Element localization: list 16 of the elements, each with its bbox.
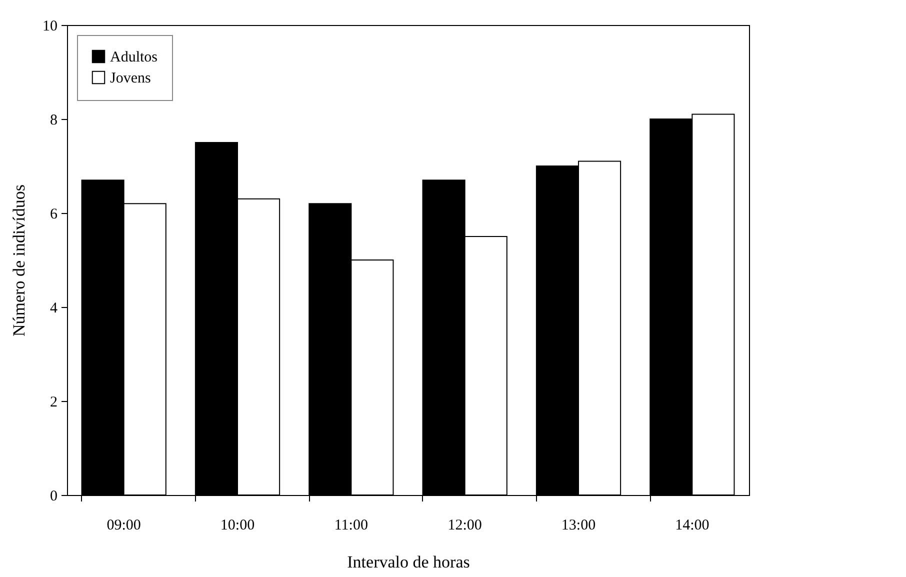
y-tick-label: 0: [50, 488, 58, 504]
x-tick-label: 12:00: [448, 518, 482, 534]
x-tick-label: 13:00: [561, 518, 596, 534]
legend-label: Jovens: [110, 70, 151, 86]
x-tick-label: 09:00: [106, 518, 141, 534]
y-tick-label: 4: [50, 300, 58, 316]
legend-label: Adultos: [110, 50, 158, 66]
x-tick-label: 11:00: [334, 518, 368, 534]
y-tick-label: 2: [50, 394, 58, 410]
y-tick-label: 6: [50, 206, 58, 222]
y-tick-label: 10: [42, 18, 58, 34]
x-tick-label: 10:00: [220, 518, 255, 534]
x-tick-label: 14:00: [675, 518, 710, 534]
x-axis-title: Intervalo de horas: [347, 552, 470, 572]
y-axis-title: Número de indivíduos: [10, 184, 28, 337]
y-tick-label: 8: [50, 112, 58, 128]
